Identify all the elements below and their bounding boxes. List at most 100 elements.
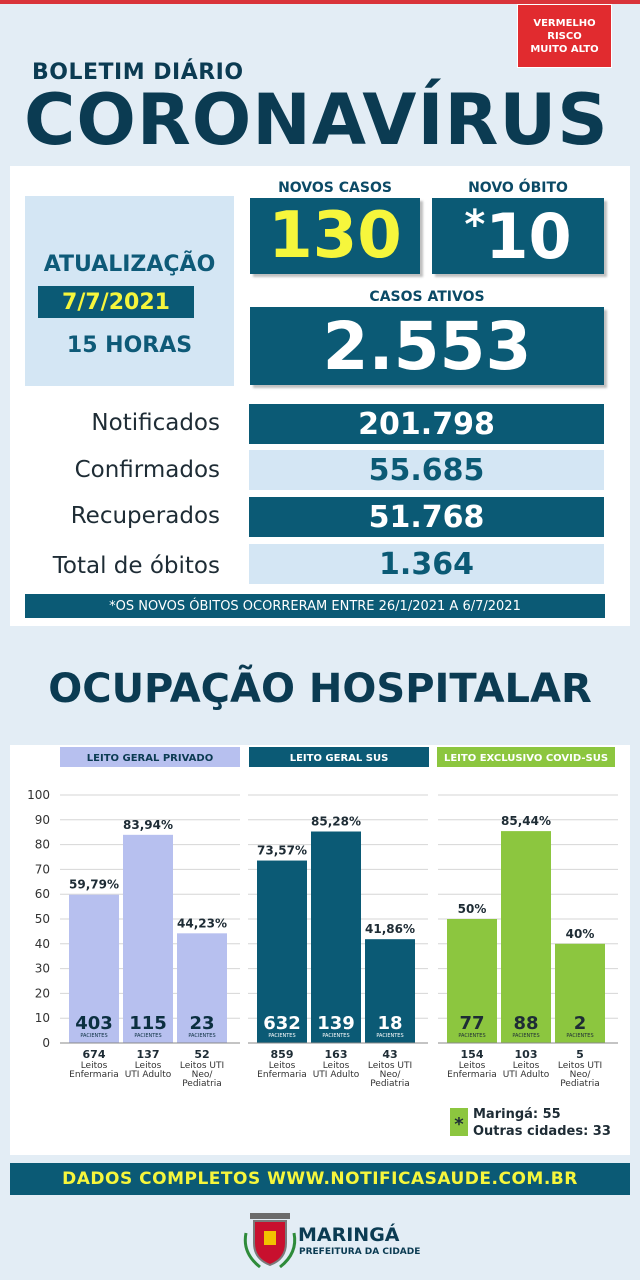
group-header-1 [249, 747, 429, 767]
bar-patients-value: 18 [377, 1013, 402, 1034]
bar-patients-value: 115 [129, 1013, 167, 1034]
bar-category-line2: Enfermaria [447, 1070, 497, 1080]
new-death-value: 10 [485, 199, 572, 273]
bar-g0-b0 [69, 894, 119, 1043]
bar-pct-label: 41,86% [365, 922, 415, 936]
group-header-label: LEITO EXCLUSIVO COVID-SUS [444, 753, 608, 764]
y-tick-label: 50 [35, 912, 50, 926]
total-value-notificados: 201.798 [249, 404, 604, 444]
bar-patients-value: 632 [263, 1013, 301, 1034]
y-tick-label: 60 [35, 887, 50, 901]
bar-category-line1: Leitos UTI [180, 1061, 224, 1071]
bar-beds-value: 674 [83, 1048, 106, 1061]
bar-pct-label: 40% [566, 927, 595, 941]
bar-g1-b2 [365, 939, 415, 1043]
bar-beds-value: 154 [461, 1048, 484, 1061]
bar-g2-b0 [447, 919, 497, 1043]
deaths-note: *OS NOVOS ÓBITOS OCORRERAM ENTRE 26/1/20… [25, 594, 605, 618]
total-label-recuperados: Recuperados [70, 503, 220, 529]
bar-category-line2: Neo/ [380, 1070, 402, 1080]
top-red-line [0, 0, 640, 4]
hospital-chart: LEITO GERAL PRIVADO LEITO GERAL SUS LEITO … [27, 747, 618, 1139]
bar-beds-value: 43 [382, 1048, 397, 1061]
bar-patients-unit: PACIENTES [80, 1033, 107, 1039]
group-header-2 [437, 747, 615, 767]
bar-patients-unit: PACIENTES [566, 1033, 593, 1039]
bar-patients-unit: PACIENTES [134, 1033, 161, 1039]
footnote-line-2: Outras cidades: 33 [473, 1124, 611, 1139]
bar-category-line2: UTI Adulto [503, 1070, 550, 1080]
bar-pct-label: 73,57% [257, 844, 307, 858]
bar-patients-value: 403 [75, 1013, 113, 1034]
bar-beds-value: 52 [194, 1048, 209, 1061]
bar-category-line1: Leitos [135, 1061, 162, 1071]
risk-line-2: RISCO [547, 30, 582, 42]
bar-category-line1: Leitos [513, 1061, 540, 1071]
bar-patients-value: 77 [459, 1013, 484, 1034]
bar-g1-b0 [257, 860, 307, 1043]
bar-category-line1: Leitos [269, 1061, 296, 1071]
bar-patients-value: 139 [317, 1013, 355, 1034]
new-death-label: NOVO ÓBITO [468, 180, 568, 196]
bar-g0-b2 [177, 933, 227, 1043]
bar-patients-value: 88 [513, 1013, 538, 1034]
bar-pct-label: 85,44% [501, 814, 551, 828]
bar-g1-b1 [311, 831, 361, 1043]
bar-g2-b1 [501, 831, 551, 1043]
bar-category-line1: Leitos UTI [558, 1061, 602, 1071]
bar-beds-value: 137 [137, 1048, 160, 1061]
bar-patients-unit: PACIENTES [458, 1033, 485, 1039]
y-tick-label: 20 [35, 986, 50, 1000]
update-time: 15 HORAS [66, 333, 193, 358]
bulletin-label: BOLETIM DIÁRIO [32, 60, 244, 85]
footnote-marker-box [450, 1108, 468, 1136]
y-tick-label: 30 [35, 962, 50, 976]
total-value-recuperados: 51.768 [249, 497, 604, 537]
new-death-box: * 10 [432, 198, 604, 274]
bar-category-line1: Leitos [81, 1061, 108, 1071]
y-tick-label: 0 [42, 1036, 50, 1050]
active-cases-label: CASOS ATIVOS [369, 289, 485, 305]
bar-category-line1: Leitos [459, 1061, 486, 1071]
bar-category-line1: Leitos [323, 1061, 350, 1071]
bar-patients-unit: PACIENTES [376, 1033, 403, 1039]
bar-category-line2: Enfermaria [257, 1070, 307, 1080]
new-death-asterisk: * [464, 202, 486, 248]
bar-pct-label: 85,28% [311, 815, 361, 829]
y-tick-label: 100 [27, 788, 50, 802]
risk-line-1: VERMELHO [533, 17, 596, 29]
y-tick-label: 70 [35, 862, 50, 876]
page-title: CORONAVÍRUS [24, 79, 609, 161]
bar-category-line3: Pediatria [560, 1079, 600, 1089]
bar-category-line2: Enfermaria [69, 1070, 119, 1080]
update-label: ATUALIZAÇÃO [43, 252, 216, 277]
bar-patients-value: 2 [574, 1013, 587, 1034]
city-crest-logo [242, 1210, 302, 1271]
bar-category-line2: UTI Adulto [313, 1070, 360, 1080]
new-cases-value: 130 [250, 198, 420, 274]
total-label-notificados: Notificados [91, 410, 220, 436]
city-subtitle: PREFEITURA DA CIDADE [299, 1247, 421, 1257]
bar-category-line3: Pediatria [370, 1079, 410, 1089]
hospital-title: OCUPAÇÃO HOSPITALAR [48, 666, 592, 712]
bar-patients-value: 23 [189, 1013, 214, 1034]
bar-category-line2: UTI Adulto [125, 1070, 172, 1080]
bar-patients-unit: PACIENTES [322, 1033, 349, 1039]
bar-beds-value: 163 [325, 1048, 348, 1061]
footer-link[interactable]: DADOS COMPLETOS WWW.NOTIFICASAUDE.COM.BR [10, 1163, 630, 1195]
risk-line-3: MUITO ALTO [530, 43, 599, 55]
new-cases-label: NOVOS CASOS [278, 180, 392, 196]
bar-beds-value: 103 [515, 1048, 538, 1061]
bar-g2-b2 [555, 943, 605, 1043]
risk-badge: VERMELHO RISCO MUITO ALTO [517, 4, 612, 68]
total-value-confirmados: 55.685 [249, 450, 604, 490]
bar-category-line2: Neo/ [570, 1070, 592, 1080]
bar-patients-unit: PACIENTES [512, 1033, 539, 1039]
update-date: 7/7/2021 [38, 286, 194, 318]
total-label-obitos: Total de óbitos [52, 553, 220, 579]
total-value-obitos: 1.364 [249, 544, 604, 584]
bar-category-line3: Pediatria [182, 1079, 222, 1089]
group-header-label: LEITO GERAL PRIVADO [87, 753, 213, 764]
bar-pct-label: 50% [458, 902, 487, 916]
y-tick-label: 80 [35, 838, 50, 852]
